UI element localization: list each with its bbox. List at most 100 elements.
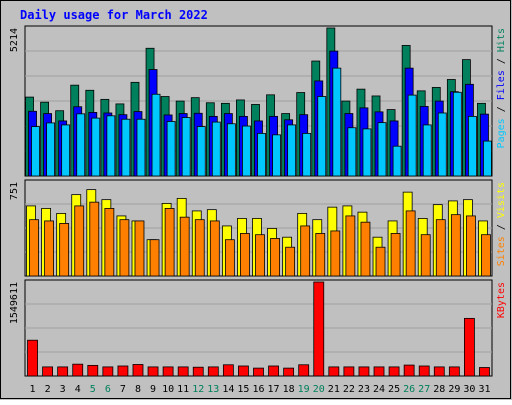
visits-y-max-label: 751 — [9, 182, 20, 200]
bar-kbytes-day-24 — [373, 366, 385, 377]
bar-sites-day-20 — [315, 233, 326, 277]
bar-sites-day-26 — [405, 210, 416, 277]
x-tick-label-day-2: 2 — [45, 384, 51, 395]
bar-sites-day-13 — [209, 220, 220, 277]
bar-pages-day-18 — [287, 124, 297, 177]
bar-sites-day-28 — [435, 219, 446, 277]
visits-series-sites — [29, 201, 491, 277]
bar-sites-day-11 — [179, 216, 190, 277]
bar-sites-day-6 — [104, 208, 115, 277]
bar-sites-day-17 — [270, 238, 280, 277]
bar-sites-day-12 — [194, 219, 205, 277]
x-tick-label-day-27: 27 — [418, 384, 430, 395]
bar-pages-day-20 — [317, 96, 327, 177]
kbytes-series-kbytes — [27, 281, 490, 377]
x-tick-label-day-4: 4 — [75, 384, 81, 395]
bar-kbytes-day-11 — [177, 366, 189, 377]
bar-pages-day-6 — [106, 115, 116, 177]
legend-entry: Pages — [496, 118, 507, 148]
bar-kbytes-day-20 — [313, 281, 325, 377]
bar-sites-day-21 — [330, 230, 341, 277]
bar-pages-day-16 — [257, 133, 266, 177]
legend-entry: / — [496, 100, 507, 118]
bar-kbytes-day-17 — [268, 365, 279, 377]
x-tick-label-day-16: 16 — [252, 384, 264, 395]
bar-pages-day-13 — [211, 121, 221, 177]
bar-kbytes-day-9 — [147, 366, 159, 377]
bar-kbytes-day-4 — [72, 363, 84, 377]
x-tick-label-day-10: 10 — [162, 384, 174, 395]
x-tick-label-day-24: 24 — [373, 384, 385, 395]
x-tick-label-day-28: 28 — [433, 384, 445, 395]
bar-pages-day-21 — [332, 67, 342, 177]
bar-pages-day-26 — [407, 94, 417, 177]
bar-pages-day-22 — [347, 127, 357, 177]
bar-sites-day-3 — [59, 223, 70, 277]
bar-pages-day-9 — [151, 93, 161, 177]
visits-legend: Sites / Visits — [496, 182, 507, 266]
x-tick-label-day-19: 19 — [298, 384, 310, 395]
kbytes-panel: 1549611 KBytes — [9, 279, 507, 377]
bar-kbytes-day-29 — [448, 366, 460, 377]
bar-kbytes-day-16 — [253, 367, 264, 377]
x-tick-label-day-3: 3 — [60, 384, 66, 395]
hits-series-pages — [31, 67, 492, 177]
bar-sites-day-25 — [390, 233, 401, 277]
bar-sites-day-22 — [345, 215, 356, 277]
bar-sites-day-7 — [119, 219, 130, 277]
x-tick-label-day-1: 1 — [30, 384, 36, 395]
bar-sites-day-10 — [164, 208, 175, 277]
x-tick-label-day-29: 29 — [448, 384, 460, 395]
bar-sites-day-27 — [420, 234, 431, 277]
bar-sites-day-16 — [255, 234, 265, 277]
bar-pages-day-29 — [452, 91, 462, 177]
bar-kbytes-day-13 — [207, 366, 219, 377]
bar-kbytes-day-23 — [358, 366, 370, 377]
x-tick-label-day-23: 23 — [358, 384, 370, 395]
bar-sites-day-24 — [375, 246, 386, 277]
legend-entry: KBytes — [496, 282, 507, 318]
bar-pages-day-30 — [468, 115, 477, 177]
bar-pages-day-8 — [136, 118, 146, 177]
bar-pages-day-23 — [362, 128, 372, 177]
bar-kbytes-day-12 — [192, 366, 204, 377]
x-tick-label-day-15: 15 — [237, 384, 249, 395]
x-tick-label-day-20: 20 — [313, 384, 325, 395]
x-tick-label-day-13: 13 — [207, 384, 219, 395]
bar-kbytes-day-2 — [42, 366, 53, 377]
bar-kbytes-day-14 — [222, 364, 234, 377]
hits-legend: Pages / Files / Hits — [496, 28, 507, 148]
chart-panels: 5214 Pages / Files / Hits 751 Sites / Visit… — [9, 25, 507, 377]
bar-pages-day-3 — [61, 124, 71, 177]
bar-kbytes-day-19 — [298, 364, 310, 377]
x-tick-label-day-14: 14 — [222, 384, 234, 395]
x-tick-label-day-30: 30 — [463, 384, 475, 395]
bar-sites-day-2 — [44, 220, 54, 277]
bar-pages-day-2 — [46, 122, 55, 177]
bar-kbytes-day-27 — [418, 365, 430, 377]
bar-pages-day-10 — [166, 121, 176, 177]
bar-sites-day-29 — [450, 214, 461, 277]
bar-pages-day-4 — [76, 113, 86, 177]
bar-pages-day-14 — [226, 123, 236, 177]
bar-sites-day-8 — [134, 220, 145, 277]
legend-entry: / — [496, 52, 507, 70]
bar-kbytes-day-6 — [102, 366, 114, 377]
bar-sites-day-19 — [300, 225, 311, 277]
bar-pages-day-1 — [31, 126, 40, 177]
x-axis-day-labels: 1 2 3 4 5 6 7 8 9 10 11 12 13 14 15 16 17 18 19 20 21 22 23 24 2… — [30, 384, 491, 395]
legend-entry: / — [496, 218, 507, 236]
x-tick-label-day-6: 6 — [105, 384, 111, 395]
bar-kbytes-day-8 — [132, 364, 144, 377]
bar-kbytes-day-31 — [479, 367, 490, 377]
bar-pages-day-25 — [392, 145, 402, 177]
x-tick-label-day-11: 11 — [177, 384, 189, 395]
bar-pages-day-12 — [196, 126, 206, 177]
bar-kbytes-day-25 — [388, 366, 400, 377]
bar-kbytes-day-18 — [283, 367, 295, 377]
bar-kbytes-day-28 — [433, 366, 445, 377]
bar-kbytes-day-30 — [464, 317, 475, 377]
bar-pages-day-7 — [121, 118, 131, 177]
